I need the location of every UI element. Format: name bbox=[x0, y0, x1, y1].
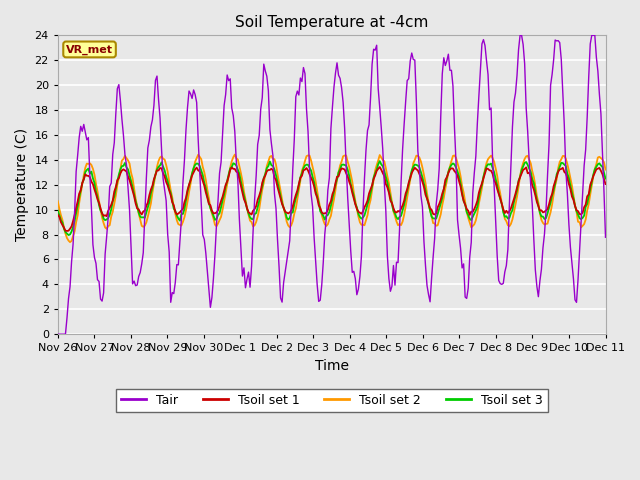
Title: Soil Temperature at -4cm: Soil Temperature at -4cm bbox=[235, 15, 428, 30]
Text: VR_met: VR_met bbox=[66, 44, 113, 55]
Legend: Tair, Tsoil set 1, Tsoil set 2, Tsoil set 3: Tair, Tsoil set 1, Tsoil set 2, Tsoil se… bbox=[116, 389, 548, 411]
Y-axis label: Temperature (C): Temperature (C) bbox=[15, 128, 29, 241]
X-axis label: Time: Time bbox=[315, 359, 349, 373]
